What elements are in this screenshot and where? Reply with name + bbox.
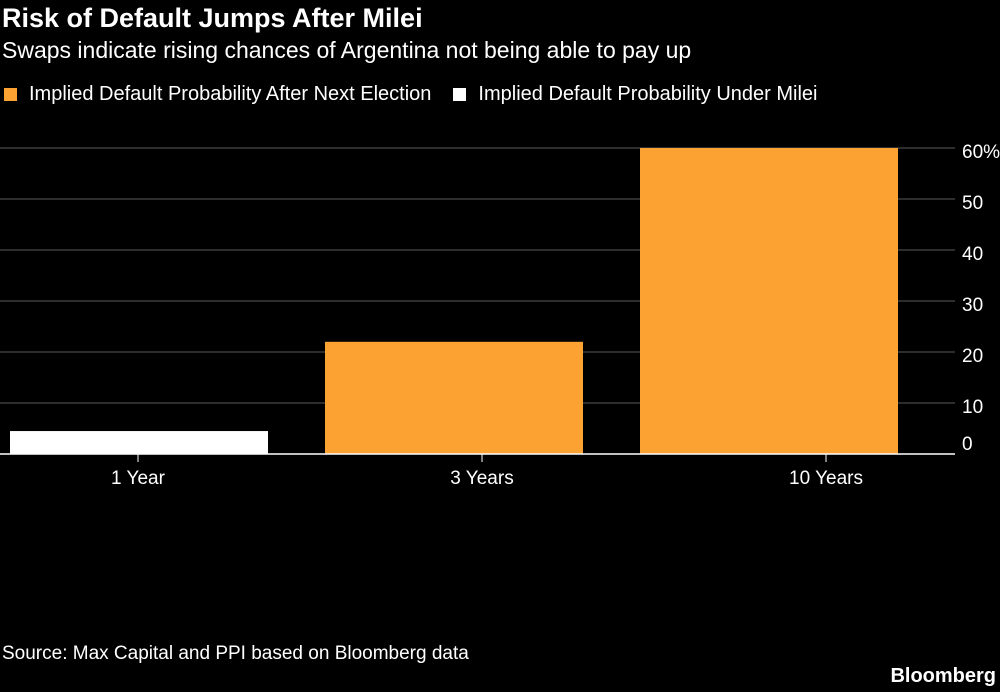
legend-swatch-orange	[4, 87, 17, 101]
x-tick-label: 10 Years	[789, 468, 863, 489]
y-tick-label: 20	[962, 346, 983, 367]
x-tick-label: 3 Years	[450, 468, 513, 489]
bar-3-years	[325, 341, 583, 454]
legend-label-after-election: Implied Default Probability After Next E…	[29, 82, 432, 105]
legend-item-under-milei: Implied Default Probability Under Milei	[453, 83, 817, 106]
chart-title: Risk of Default Jumps After Milei	[2, 3, 423, 33]
y-tick-label: 50	[962, 193, 983, 214]
legend-label-under-milei: Implied Default Probability Under Milei	[478, 82, 818, 105]
y-tick-label: 10	[962, 397, 983, 418]
x-tick-label: 1 Year	[111, 468, 166, 489]
y-tick-label: 30	[962, 295, 983, 316]
y-tick-label: 0	[962, 434, 973, 455]
chart-subtitle: Swaps indicate rising chances of Argenti…	[2, 37, 692, 63]
source-note: Source: Max Capital and PPI based on Blo…	[2, 643, 469, 664]
bar-10-years	[640, 148, 898, 454]
chart-legend: Implied Default Probability After Next E…	[4, 82, 839, 106]
y-tick-label: 40	[962, 244, 983, 265]
y-tick-label: 60%	[962, 142, 1000, 163]
bar-chart: 0 10 20 30 40 50 60% 1 Year 3 Years 10 Years	[0, 142, 1000, 489]
legend-item-after-election: Implied Default Probability After Next E…	[4, 83, 431, 106]
legend-swatch-white	[453, 87, 467, 101]
bar-1-year	[10, 431, 268, 454]
bloomberg-logo: Bloomberg	[890, 665, 996, 687]
